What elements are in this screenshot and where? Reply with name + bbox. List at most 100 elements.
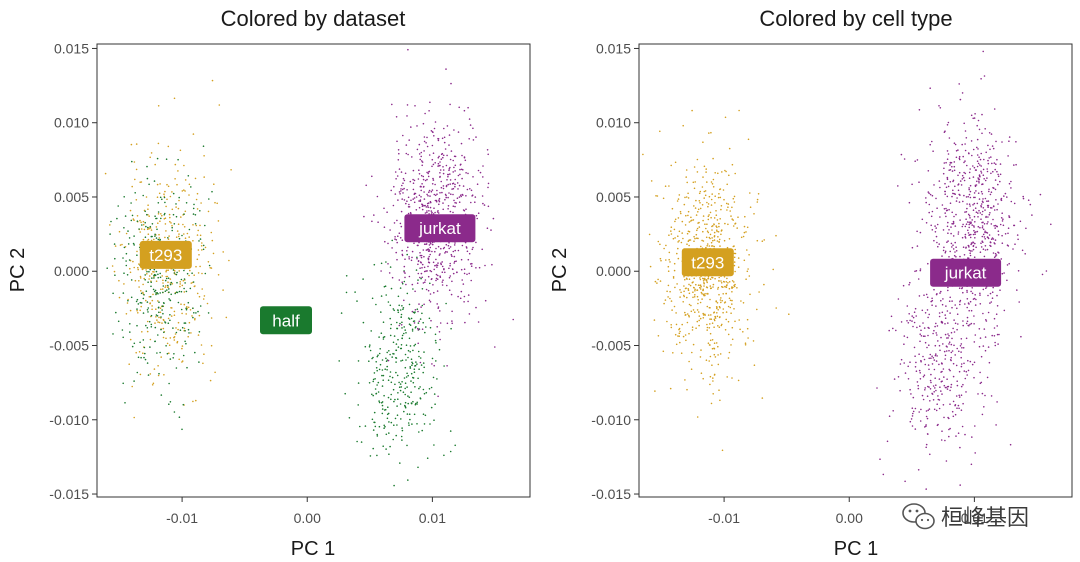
data-point — [955, 213, 957, 216]
data-point — [426, 145, 429, 148]
data-point — [130, 219, 133, 222]
data-point — [733, 261, 736, 263]
data-point — [974, 221, 976, 223]
data-point — [156, 157, 159, 160]
data-point — [451, 280, 453, 283]
data-point — [736, 227, 738, 229]
data-point — [183, 327, 186, 330]
data-point — [395, 251, 398, 254]
data-point — [451, 310, 453, 313]
data-point — [949, 427, 951, 430]
data-point — [703, 197, 705, 199]
data-point — [158, 311, 160, 314]
data-point — [408, 413, 411, 416]
data-point — [430, 270, 433, 273]
data-point — [394, 236, 396, 238]
data-point — [136, 254, 138, 256]
data-point — [164, 212, 166, 215]
data-point — [150, 314, 153, 317]
data-point — [441, 137, 444, 140]
data-point — [145, 269, 147, 271]
data-point — [657, 335, 660, 337]
data-point — [176, 281, 178, 284]
data-point — [383, 424, 386, 427]
data-point — [670, 300, 673, 302]
data-point — [163, 213, 166, 216]
data-point — [979, 292, 981, 295]
data-point — [130, 202, 132, 204]
data-point — [944, 386, 947, 389]
data-point — [709, 318, 711, 320]
data-point — [429, 200, 432, 203]
data-point — [742, 302, 745, 304]
data-point — [434, 264, 436, 267]
data-point — [997, 251, 999, 253]
data-point — [899, 389, 901, 392]
data-point — [980, 152, 982, 155]
data-point — [179, 329, 182, 332]
data-point — [399, 383, 402, 385]
data-point — [994, 188, 997, 191]
data-point — [458, 106, 461, 109]
data-point — [437, 138, 440, 140]
data-point — [407, 317, 410, 319]
data-point — [420, 196, 422, 198]
data-point — [433, 291, 435, 294]
data-point — [176, 340, 179, 343]
data-point — [981, 413, 984, 416]
data-point — [910, 418, 913, 420]
data-point — [938, 344, 941, 347]
data-point — [656, 282, 658, 284]
data-point — [429, 269, 432, 272]
data-point — [386, 369, 388, 371]
data-point — [940, 362, 943, 364]
data-point — [407, 374, 410, 377]
data-point — [387, 242, 389, 245]
data-point — [413, 320, 416, 322]
data-point — [405, 144, 408, 146]
data-point — [406, 444, 408, 447]
data-point — [430, 130, 433, 132]
data-point — [711, 276, 714, 279]
data-point — [159, 183, 161, 185]
data-point — [980, 165, 982, 167]
data-point — [420, 277, 422, 280]
data-point — [127, 243, 130, 245]
data-point — [197, 310, 199, 313]
data-point — [452, 159, 455, 162]
data-point — [446, 125, 449, 127]
data-point — [728, 281, 731, 283]
data-point — [677, 235, 679, 237]
data-point — [461, 279, 464, 281]
data-point — [160, 328, 162, 331]
data-point — [438, 331, 441, 333]
data-point — [944, 182, 946, 185]
data-point — [968, 223, 970, 226]
data-point — [216, 202, 218, 205]
data-point — [131, 185, 133, 188]
data-point — [379, 363, 382, 366]
data-point — [124, 402, 126, 404]
data-point — [962, 291, 964, 294]
data-point — [387, 406, 389, 409]
data-point — [678, 194, 681, 196]
data-point — [393, 400, 395, 403]
data-point — [146, 362, 149, 364]
data-point — [668, 234, 670, 236]
data-point — [951, 306, 953, 309]
data-point — [168, 235, 170, 237]
data-point — [974, 185, 977, 188]
y-axis-title: PC 2 — [549, 248, 571, 292]
data-point — [209, 267, 211, 269]
data-point — [154, 340, 156, 343]
data-point — [958, 83, 960, 85]
data-point — [153, 276, 155, 278]
data-point — [665, 244, 667, 247]
data-point — [158, 316, 160, 319]
data-point — [892, 410, 894, 412]
data-point — [164, 201, 166, 204]
data-point — [201, 288, 203, 290]
data-point — [1007, 227, 1010, 229]
data-point — [472, 246, 474, 249]
data-point — [225, 316, 228, 319]
